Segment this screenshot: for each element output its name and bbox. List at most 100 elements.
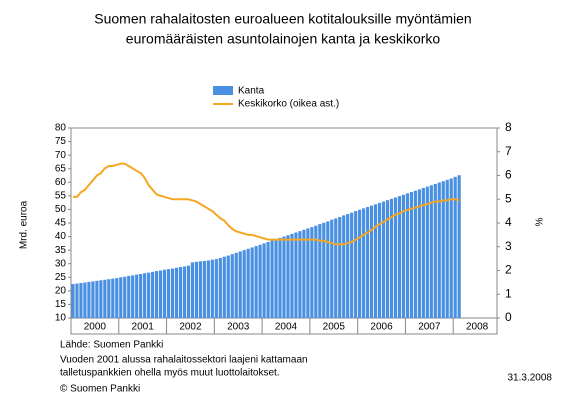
bar [107,279,111,318]
bar [401,194,406,318]
x-tick-label: 2004 [275,322,298,333]
y-tick-label: 15 [55,299,67,310]
y2-tick-label: 4 [505,215,512,229]
bar [99,280,103,318]
y-tick-label: 55 [55,190,67,201]
bar [206,260,210,318]
bar [218,258,222,318]
bar [405,193,410,318]
bar [334,218,338,318]
y2-tick-label: 6 [505,168,512,182]
bar [350,212,354,318]
bar [449,178,453,318]
bar [429,185,433,318]
bar [409,192,413,318]
bar [346,214,350,318]
bar [369,205,374,318]
bar [87,281,91,318]
bar [155,271,159,318]
chart-title: euromääräisten asuntolainojen kanta ja k… [126,31,441,47]
bar [127,275,131,318]
y2-tick-label: 8 [505,120,512,134]
y2-tick-label: 7 [505,144,512,158]
bar [338,217,342,318]
bar [310,227,314,318]
bar [135,274,139,318]
bar [282,236,286,318]
y2-tick-label: 2 [505,263,512,277]
bar [262,243,266,318]
y-tick-label: 40 [55,231,67,242]
bar [75,283,79,318]
bar [425,186,429,318]
copyright: © Suomen Pankki [60,384,140,395]
bar [238,251,242,318]
bar [413,190,417,318]
bar [302,229,306,318]
y-tick-label: 45 [55,218,67,229]
bar [445,179,449,318]
bar [123,276,127,318]
bar [71,284,75,318]
x-tick-label: 2001 [132,322,155,333]
bar [389,198,394,318]
bar [286,235,290,318]
y2-tick-label: 0 [505,310,512,324]
bar [433,183,437,318]
y-tick-label: 75 [55,136,67,147]
y2-tick-label: 1 [505,286,512,300]
bar [294,232,298,318]
x-tick-label: 2002 [179,322,202,333]
bar [417,189,421,318]
y-tick-label: 65 [55,163,67,174]
bar [385,200,390,318]
y-tick-label: 30 [55,258,67,269]
bar [198,261,202,318]
y-tick-label: 35 [55,245,67,256]
x-tick-label: 2006 [370,322,393,333]
x-tick-label: 2003 [227,322,250,333]
y-tick-label: 80 [55,123,67,134]
bar [326,221,330,318]
y2-tick-label: 3 [505,239,512,253]
bar [397,196,402,318]
bar [318,224,322,318]
bar [393,197,398,318]
bar [214,259,218,318]
bar [186,265,191,318]
x-tick-label: 2005 [323,322,346,333]
bar [306,228,310,318]
bar [119,277,123,318]
bar [143,273,147,318]
bar [178,266,183,318]
bar [202,261,206,318]
y-tick-label: 10 [55,313,67,324]
bar [226,255,230,318]
legend-label: Keskikorko (oikea ast.) [238,99,339,110]
chart-title: Suomen rahalaitosten euroalueen kotitalo… [94,11,471,27]
bar [254,246,258,318]
bar [162,269,167,318]
y-tick-label: 20 [55,285,67,296]
bar [250,247,254,318]
x-tick-label: 2008 [466,322,489,333]
bar [246,248,250,318]
bar [358,209,362,318]
bar [453,176,457,318]
x-tick-label: 2000 [84,322,107,333]
bar [111,278,115,318]
bar [366,206,370,318]
bar [322,222,326,318]
bar [91,281,95,318]
bar [83,282,87,318]
bar [182,266,187,318]
bar [242,250,246,318]
bar [222,256,226,318]
bar [274,239,278,318]
bar [362,208,366,318]
legend-label: Kanta [238,86,265,97]
bar [441,181,445,318]
bar [377,202,382,318]
bar [174,267,179,318]
